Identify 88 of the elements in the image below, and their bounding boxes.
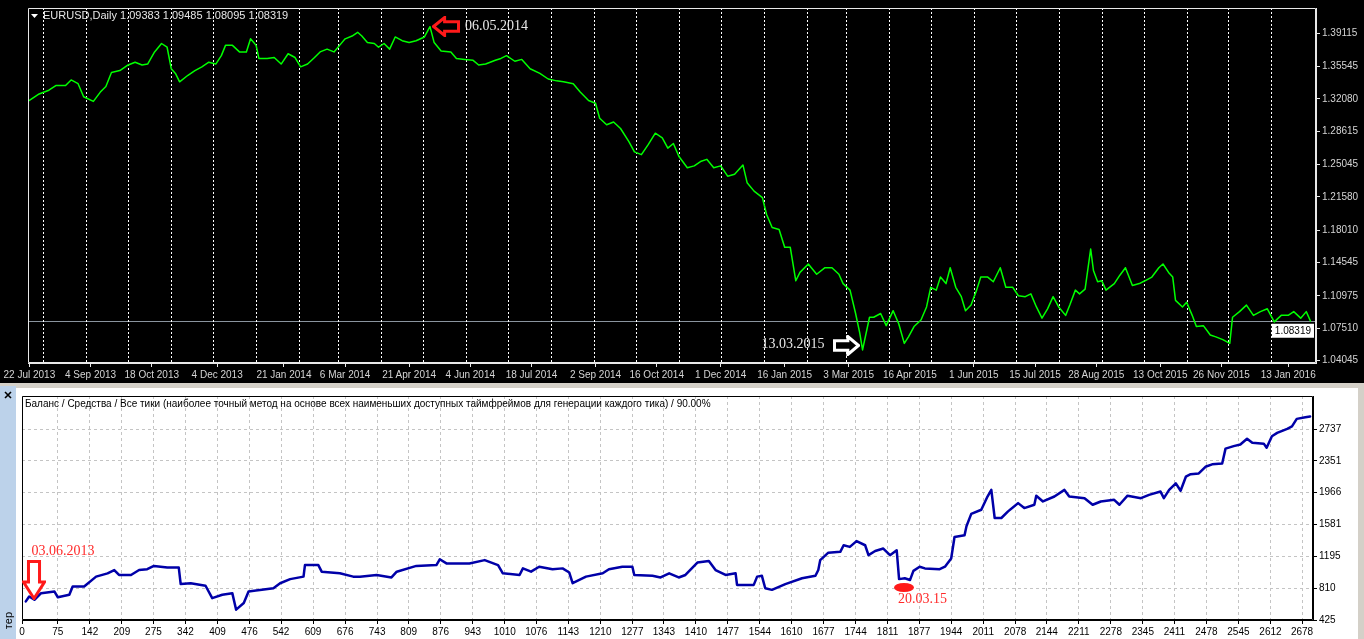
x-tick-label: 676: [336, 625, 354, 637]
x-tick-label: 75: [52, 625, 64, 637]
x-tick-label: 409: [209, 625, 227, 637]
x-tick-label: 1811: [876, 625, 899, 637]
x-tick-label: 1343: [652, 625, 676, 637]
annotation: 03.06.2013: [31, 543, 95, 559]
x-tick-label: 275: [145, 625, 163, 637]
y-tick-label: 2737: [1319, 422, 1342, 434]
x-tick-label: 28 Aug 2015: [1068, 368, 1125, 380]
y-tick-label: 1581: [1319, 518, 1342, 530]
y-tick-label: 1.35545: [1322, 60, 1359, 72]
x-tick-label: 21 Jan 2014: [256, 368, 312, 380]
x-tick-label: 743: [368, 625, 386, 637]
x-tick-label: 2678: [1290, 625, 1314, 637]
x-tick-label: 2545: [1227, 625, 1250, 637]
x-tick-label: 1 Jun 2015: [949, 368, 1000, 380]
x-tick-label: 476: [241, 625, 259, 637]
y-tick-label: 1.21580: [1322, 190, 1359, 202]
x-tick-label: 2078: [1004, 625, 1027, 637]
x-tick-label: 22 Jul 2013: [3, 368, 56, 380]
x-tick-label: 342: [177, 625, 195, 637]
x-tick-label: 13 Jan 2016: [1260, 368, 1317, 380]
annotation: 20.03.15: [898, 590, 948, 606]
annotation: 06.05.2014: [464, 18, 528, 34]
x-tick-label: 16 Oct 2014: [629, 368, 685, 380]
x-tick-label: 2 Sep 2014: [569, 368, 622, 380]
y-tick-label: 1.04045: [1322, 354, 1359, 366]
x-tick-label: 876: [432, 625, 450, 637]
x-tick-label: 142: [81, 625, 99, 637]
x-tick-label: 2612: [1259, 625, 1283, 637]
x-tick-label: 6 Mar 2014: [319, 368, 371, 380]
y-tick-label: 1.32080: [1322, 92, 1359, 104]
x-tick-label: 542: [272, 625, 290, 637]
x-tick-label: 4 Dec 2013: [191, 368, 244, 380]
y-tick-label: 1.18010: [1322, 224, 1359, 235]
x-tick-label: 15 Jul 2015: [1009, 368, 1062, 380]
x-tick-label: 16 Apr 2015: [882, 368, 938, 380]
text: тер: [2, 612, 14, 630]
x-tick-label: 1610: [780, 625, 804, 637]
x-tick-label: 1210: [589, 625, 612, 637]
x-tick-label: 1944: [940, 625, 963, 637]
x-tick-label: 609: [304, 625, 322, 637]
x-tick-label: 16 Jan 2015: [757, 368, 813, 380]
y-tick-label: 1.39115: [1322, 26, 1358, 38]
y-tick-label: 1195: [1319, 550, 1341, 562]
x-tick-label: 2411: [1163, 625, 1186, 637]
x-tick-label: 2345: [1131, 625, 1155, 637]
x-tick-label: 2478: [1195, 625, 1218, 637]
x-tick-label: 26 Nov 2015: [1193, 368, 1251, 380]
x-tick-label: 1143: [557, 625, 580, 637]
ref-line-label: 1.08319: [1274, 324, 1312, 336]
y-tick-label: 810: [1319, 581, 1337, 593]
x-tick-label: 1544: [748, 625, 772, 637]
annotation: 13.03.2015: [761, 335, 825, 351]
chart-title: Баланс / Средства / Все тики (наиболее точный метод на основе всех наименьших доступных таймфреймов для генерации каждого тика) / 90.00%: [25, 397, 711, 409]
x-tick-label: 1076: [525, 625, 548, 637]
x-tick-label: 2011: [972, 625, 995, 637]
x-tick-label: 209: [113, 625, 131, 637]
x-tick-label: 18 Jul 2014: [505, 368, 558, 380]
x-tick-label: 4 Sep 2013: [65, 368, 117, 380]
x-tick-label: 943: [464, 625, 482, 637]
x-tick-label: 1277: [621, 625, 644, 637]
x-tick-label: 1410: [684, 625, 708, 637]
x-tick-label: 13 Oct 2015: [1132, 368, 1188, 380]
x-tick-label: 21 Apr 2014: [382, 368, 437, 380]
x-tick-label: 18 Oct 2013: [124, 368, 180, 380]
x-tick-label: 1 Dec 2014: [695, 368, 747, 380]
x-tick-label: 3 Mar 2015: [823, 368, 875, 380]
y-tick-label: 1966: [1319, 486, 1342, 498]
y-tick-label: 425: [1319, 613, 1337, 625]
y-tick-label: 1.10975: [1322, 289, 1359, 301]
x-tick-label: 809: [400, 625, 418, 637]
y-tick-label: 1.14545: [1322, 256, 1359, 268]
x-tick-label: 4 Jun 2014: [445, 368, 496, 380]
x-tick-label: 0: [19, 625, 26, 637]
y-tick-label: 2351: [1319, 454, 1342, 466]
x-tick-label: 2211: [1068, 625, 1090, 637]
x-tick-label: 1877: [908, 625, 931, 637]
x-tick-label: 1477: [716, 625, 740, 637]
x-tick-label: 2144: [1035, 625, 1059, 637]
y-tick-label: 1.28615: [1322, 124, 1359, 136]
x-tick-label: 1010: [493, 625, 517, 637]
x-tick-label: 1744: [844, 625, 868, 637]
chart-title: EURUSD,Daily 1.09383 1.09485 1.08095 1.08319: [43, 9, 289, 22]
y-tick-label: 1.25045: [1322, 158, 1359, 170]
x-tick-label: 2278: [1099, 625, 1123, 637]
y-tick-label: 1.07510: [1322, 322, 1359, 334]
x-tick-label: 1677: [812, 625, 836, 637]
